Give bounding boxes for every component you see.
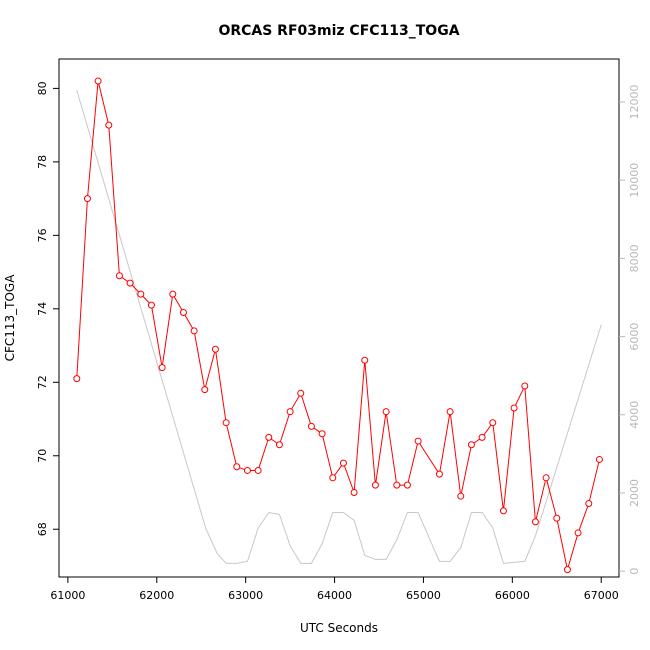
series-0-point-12	[201, 386, 209, 394]
series-0-point-16	[243, 466, 251, 474]
series-0-point-9	[169, 290, 177, 298]
y-axis-right: 0 2000 4000 6000 8000 10000 12000	[619, 85, 641, 575]
series-0-point-17	[254, 466, 262, 474]
series-0-point-32	[414, 437, 422, 445]
series-0-point-11	[190, 327, 198, 335]
series-0-point-27	[361, 356, 369, 364]
series-0-point-39	[499, 507, 507, 515]
x-tick-label-4: 65000	[406, 589, 441, 602]
series-0-point-14	[222, 419, 230, 427]
series-0-point-28	[371, 481, 379, 489]
series-0-point-3	[105, 121, 113, 129]
series-0-point-8	[158, 364, 166, 372]
y2-tick-label-5: 10000	[628, 163, 641, 198]
x-tick-label-0: 61000	[50, 589, 85, 602]
series-0-point-13	[211, 345, 219, 353]
series-0-point-37	[478, 433, 486, 441]
x-axis: 61000 62000 63000 64000 65000 66000 67000	[50, 577, 619, 602]
series-0-point-19	[275, 441, 283, 449]
y2-tick-label-2: 4000	[628, 401, 641, 429]
series-0-point-25	[339, 459, 347, 467]
y-tick-label-3: 74	[36, 302, 49, 316]
series-0-point-33	[435, 470, 443, 478]
y-tick-label-1: 70	[36, 449, 49, 463]
y-tick-label-6: 80	[36, 81, 49, 95]
x-tick-label-1: 62000	[139, 589, 174, 602]
plot-frame	[58, 58, 620, 578]
series-1-line	[76, 90, 602, 564]
x-tick-label-6: 67000	[584, 589, 619, 602]
y2-tick-label-3: 6000	[628, 323, 641, 351]
series-0-point-18	[265, 433, 273, 441]
x-tick-label-3: 64000	[317, 589, 352, 602]
series-0-point-35	[457, 492, 465, 500]
chart-title: ORCAS RF03miz CFC113_TOGA	[218, 23, 459, 39]
series-0-point-31	[403, 481, 411, 489]
series-0-point-7	[147, 301, 155, 309]
series-0-point-29	[382, 408, 390, 416]
y2-tick-label-1: 2000	[628, 479, 641, 507]
series-0-point-41	[521, 382, 529, 390]
series-0-point-4	[115, 272, 123, 280]
series-0-point-44	[553, 514, 561, 522]
series-0-point-10	[179, 308, 187, 316]
y-tick-label-4: 76	[36, 228, 49, 242]
series-0-point-23	[318, 430, 326, 438]
y-tick-label-5: 78	[36, 155, 49, 169]
series-0-point-40	[510, 404, 518, 412]
y2-tick-label-4: 8000	[628, 244, 641, 272]
series-0-point-2	[94, 77, 102, 85]
series-0-point-20	[286, 408, 294, 416]
y2-tick-label-6: 12000	[628, 85, 641, 120]
series-0-point-43	[542, 474, 550, 482]
series-0-point-47	[585, 500, 593, 508]
series-0-line	[76, 80, 600, 570]
series-0-point-15	[233, 463, 241, 471]
series-0-point-38	[489, 419, 497, 427]
x-axis-label: UTC Seconds	[300, 621, 378, 635]
y-tick-label-2: 72	[36, 375, 49, 389]
y-axis-label: CFC113_TOGA	[3, 274, 17, 362]
series-0-point-36	[467, 441, 475, 449]
series-0-point-21	[297, 389, 305, 397]
series-layer	[73, 77, 603, 574]
x-tick-label-2: 63000	[228, 589, 263, 602]
series-0-point-1	[83, 195, 91, 203]
series-0-point-42	[531, 518, 539, 526]
y-tick-label-0: 68	[36, 522, 49, 536]
x-tick-label-5: 66000	[495, 589, 530, 602]
series-0-point-45	[563, 566, 571, 574]
series-0-point-30	[393, 481, 401, 489]
series-0-point-34	[446, 408, 454, 416]
series-0-point-48	[595, 455, 603, 463]
series-0-point-0	[73, 375, 81, 383]
y-axis-left: 68 70 72 74 76 78 80	[36, 81, 59, 536]
series-0-point-26	[350, 489, 358, 497]
series-0-point-6	[137, 290, 145, 298]
series-0-point-5	[126, 279, 134, 287]
series-0-point-22	[307, 422, 315, 430]
series-0-point-24	[329, 474, 337, 482]
y2-tick-label-0: 0	[628, 568, 641, 575]
series-0-point-46	[574, 529, 582, 537]
